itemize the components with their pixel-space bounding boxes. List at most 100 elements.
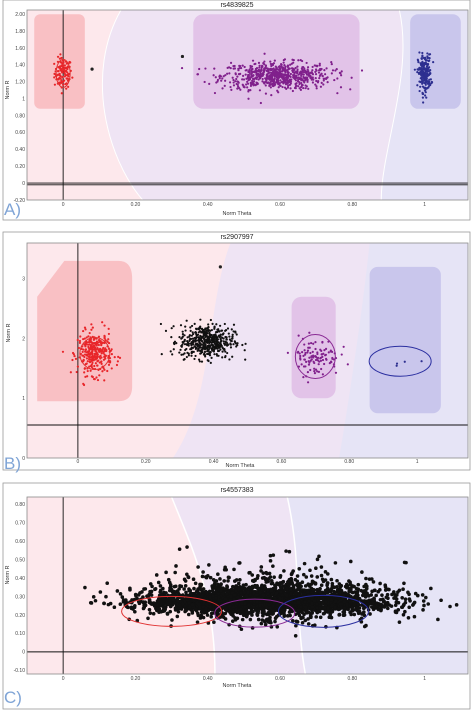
panel-a-point [260,102,262,104]
panel-a-title: rs4839825 [220,2,253,9]
panel-c-point [284,549,288,553]
panel-a-point [299,87,301,89]
panel-c-point [295,619,299,623]
panel-b-point [117,360,119,362]
panel-a-point [319,74,321,76]
panel-c-point [381,597,385,601]
panel-a-point [314,64,316,66]
panel-c-point [297,567,301,571]
panel-a-point [295,79,297,81]
panel-a-point [319,63,321,65]
panel-b-point [197,327,199,329]
panel-b-point [299,352,301,354]
panel-a-point [66,71,68,73]
panel-a-point [54,84,56,86]
panel-c-point [279,586,283,590]
panel-c-point [318,606,322,610]
panel-c-point [315,575,319,579]
panel-a-point [232,79,234,81]
panel-a-point [219,74,221,76]
panel-b-region-aa [37,261,132,401]
panel-b-point [83,384,85,386]
panel-c-point [113,605,117,609]
panel-b: rs2907997 Norm Theta Norm R B) 797 162 4… [3,232,470,473]
panel-b-point [206,335,208,337]
panel-c-point [226,579,230,583]
panel-a-y-tick-label: 1.40 [15,63,25,69]
panel-c-point [148,608,152,612]
panel-a-point [341,70,343,72]
panel-a-point [247,98,249,100]
panel-b-x-tick-label: 0.20 [141,459,151,465]
panel-a-point [340,86,342,88]
panel-b-point [307,371,309,373]
panel-c-point [426,602,430,606]
panel-a-point [427,80,429,82]
panel-b-point [216,331,218,333]
panel-b-point [90,323,92,325]
panel-a-y-tick-label: 0.60 [15,130,25,136]
panel-a-point [302,87,304,89]
panel-a-point [426,71,428,73]
panel-a-point [217,79,219,81]
panel-c-point [375,601,379,605]
panel-a-point [57,56,59,58]
panel-c-point [422,604,426,608]
panel-c-point [194,581,198,585]
panel-b-point [190,355,192,357]
panel-c-point [264,577,268,581]
panel-c-point [195,590,199,594]
panel-b-point [92,342,94,344]
panel-b-y-tick-label: 2 [22,336,25,342]
panel-c-point [260,622,264,626]
panel-b-point [216,355,218,357]
panel-b-point [312,351,314,353]
panel-c-point [169,584,173,588]
panel-b-point [178,336,180,338]
panel-b-point [182,331,184,333]
panel-b-point [396,362,398,364]
panel-b-point [213,350,215,352]
panel-a-point [198,68,200,70]
panel-b-point [220,340,222,342]
panel-b-point [178,351,180,353]
panel-c-point [234,589,238,593]
panel-c-point [176,590,180,594]
panel-a-point [429,69,431,71]
panel-b-point [200,335,202,337]
panel-c-point [398,589,402,593]
panel-a-point [215,81,217,83]
panel-b-point [301,363,303,365]
panel-a-point [307,72,309,74]
panel-a-point [295,67,297,69]
panel-a-point [269,61,271,63]
panel-b-point [218,350,220,352]
panel-c-point [404,601,408,605]
panel-b-point [219,325,221,327]
panel-a-point [242,85,244,87]
panel-c-point [439,598,443,602]
panel-a-point [276,81,278,83]
panel-c-point [183,578,187,582]
panel-a-point [426,68,428,70]
panel-a-point [288,81,290,83]
panel-c-point [320,583,324,587]
panel-c-point [279,574,283,578]
panel-c-point [237,582,241,586]
panel-c-point [238,561,242,565]
panel-a-plot-area [27,10,468,200]
panel-c-point [130,607,134,611]
panel-a-point [318,77,320,79]
panel-b-point [201,361,203,363]
panel-a-point [263,53,265,55]
panel-a-point [258,75,260,77]
panel-b-point [62,351,64,353]
panel-c-point [285,587,289,591]
panel-c-point [83,586,87,590]
panel-b-point [111,367,113,369]
panel-c-point [310,574,314,578]
panel-a-point [316,65,318,67]
panel-c-point [128,587,132,591]
panel-c-point [217,588,221,592]
panel-c-point [150,593,154,597]
